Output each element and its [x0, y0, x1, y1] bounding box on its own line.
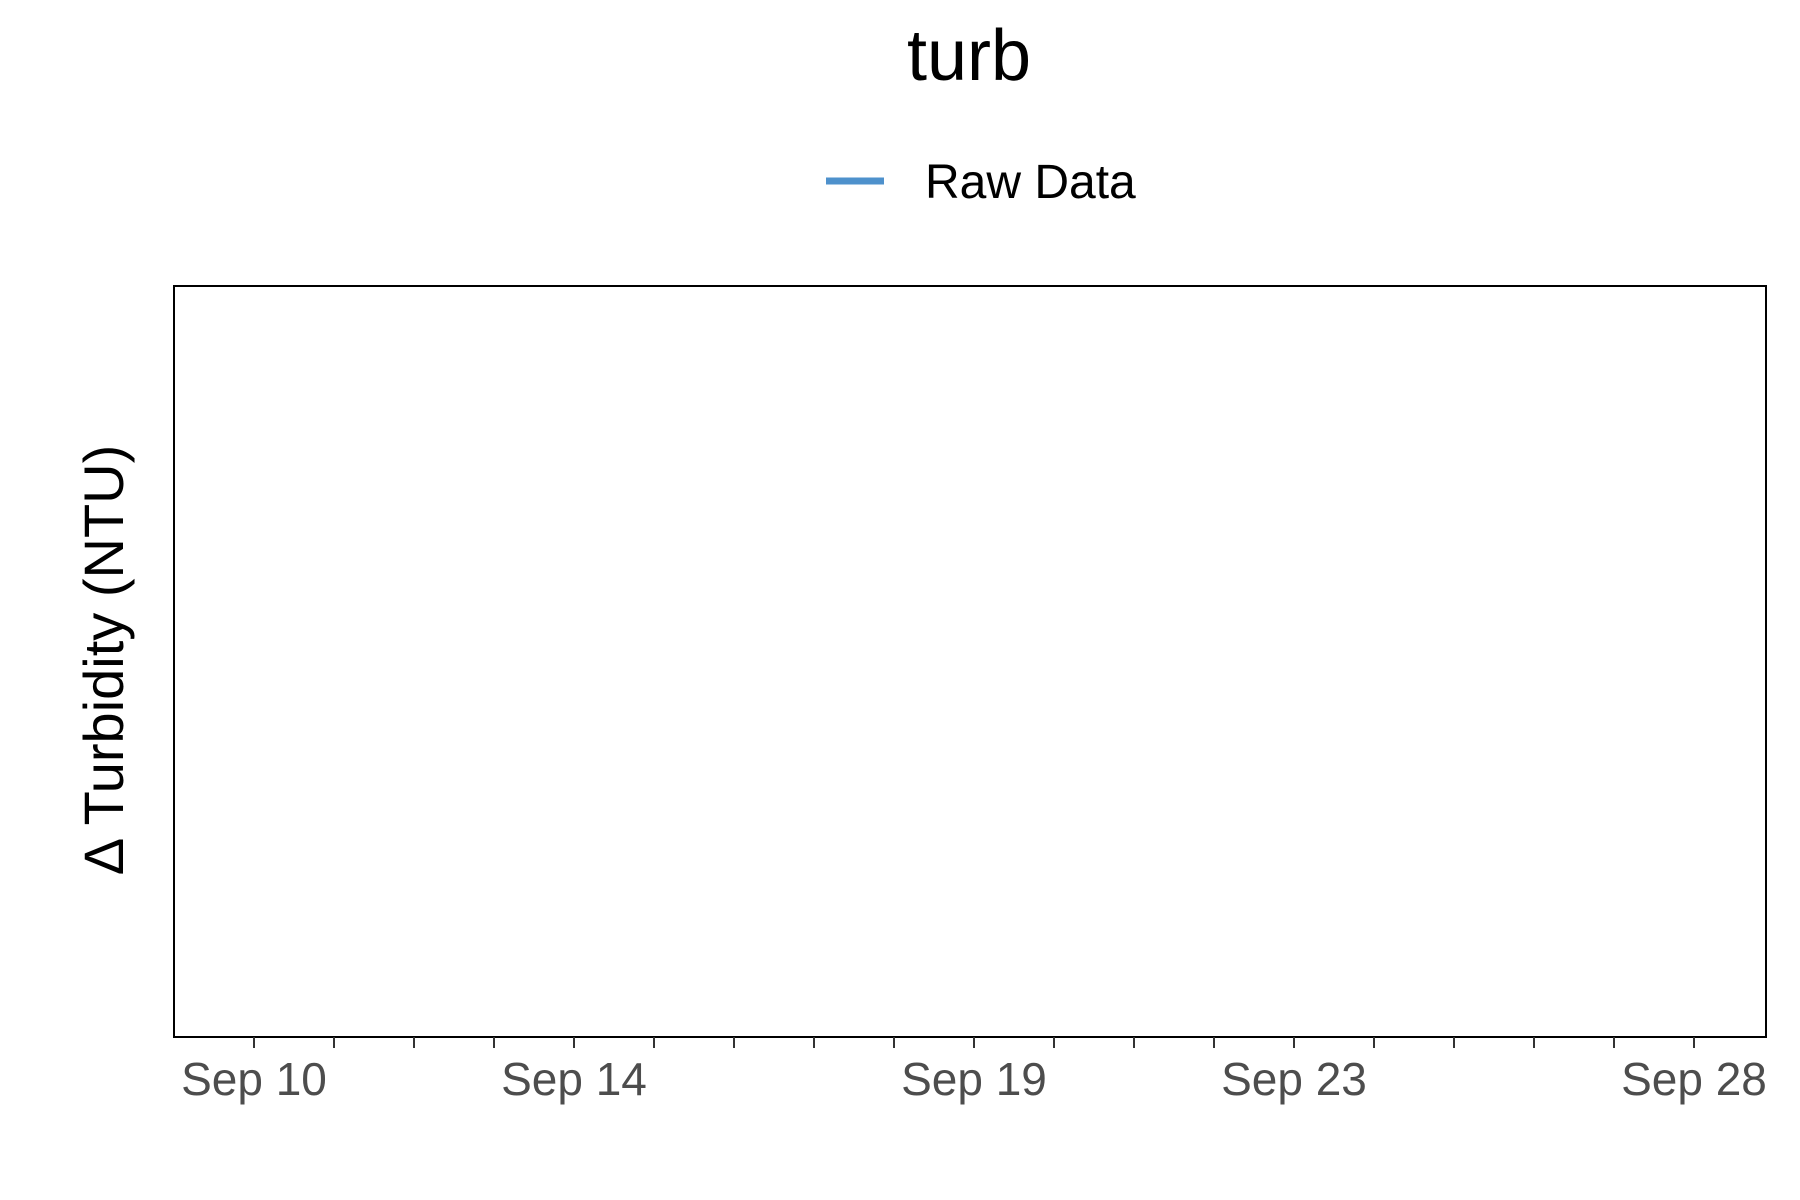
x-tick-label: Sep 23: [1221, 1053, 1367, 1105]
x-axis: Sep 10 Sep 14 Sep 19 Sep 23 Sep 28: [174, 1036, 1767, 1105]
legend: Raw Data: [826, 156, 1136, 209]
x-tick-label: Sep 14: [501, 1053, 647, 1105]
plot-panel: [173, 285, 1767, 1038]
chart-title: turb: [907, 16, 1031, 96]
y-axis-label: Δ Turbidity (NTU): [72, 445, 135, 875]
x-tick-label: Sep 19: [901, 1053, 1047, 1105]
x-tick-label: Sep 28: [1621, 1053, 1767, 1105]
legend-label-raw-data: Raw Data: [925, 156, 1136, 209]
x-tick-label: Sep 10: [181, 1053, 327, 1105]
